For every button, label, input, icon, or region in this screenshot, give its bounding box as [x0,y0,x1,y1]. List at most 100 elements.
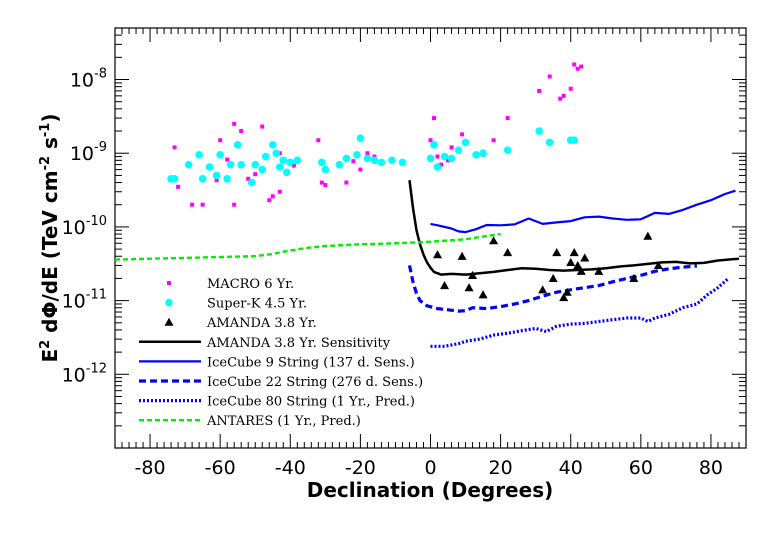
data-point-amanda [576,266,586,275]
data-point-superk [205,163,214,171]
data-point-macro [291,163,296,168]
data-point-macro [172,145,177,150]
data-point-superk [342,154,351,163]
data-point-amanda [552,247,562,257]
data-point-macro [319,180,324,185]
x-tick-label: 80 [699,457,723,479]
data-point-macro [505,116,510,121]
data-point-macro [446,158,451,163]
data-point-superk [223,174,231,183]
data-point-macro [568,86,573,91]
data-point-superk [272,149,281,158]
data-point-macro [358,167,363,172]
legend-label: IceCube 22 String (276 d. Sens.) [207,375,423,390]
y-axis-title: E2 dΦ/dE (TeV cm-2 s-1) [38,114,62,363]
series-line-amanda_sens [408,180,740,276]
data-point-superk [184,160,193,169]
x-tick-label: -80 [135,457,166,479]
data-point-macro [572,62,577,67]
data-point-amanda [569,247,579,257]
data-point-macro [239,129,244,134]
data-point-amanda [566,257,576,266]
data-point-superk [447,154,456,163]
data-point-superk [433,163,442,171]
data-point-macro [270,194,275,199]
data-point-macro [218,138,223,143]
data-point-superk [233,141,242,149]
legend-label: Super-K 4.5 Yr. [207,297,307,312]
data-point-superk [430,141,438,149]
data-point-superk [440,152,449,161]
data-point-macro [214,178,219,183]
data-point-macro [200,202,205,207]
data-point-amanda [548,273,558,283]
data-point-amanda [643,231,653,240]
data-point-macro [435,154,440,159]
data-point-superk [293,156,302,165]
data-point-superk [426,154,435,163]
data-point-superk [318,158,326,167]
data-point-macro [561,93,566,98]
data-point-macro [344,180,349,185]
legend-label: ANTARES (1 Yr., Pred.) [206,414,361,429]
data-point-amanda [653,260,663,270]
data-point-superk [258,165,267,174]
data-point-macro [460,132,465,137]
data-point-macro [176,184,181,189]
legend-label: MACRO 6 Yr. [207,277,294,292]
data-point-superk [545,138,554,147]
data-point-superk [237,160,245,169]
axis-ticks [114,27,747,449]
data-point-macro [547,74,552,79]
data-point-macro [232,202,237,207]
y-tick-label: 10-9 [70,140,107,165]
data-point-superk [282,168,291,177]
legend-label: IceCube 80 String (1 Yr., Pred.) [207,395,415,410]
data-point-superk [377,158,386,167]
data-point-superk [212,171,221,180]
legend-marker-superk [165,298,173,307]
data-point-superk [398,158,407,167]
y-tick-label: 10-10 [62,214,107,239]
x-tick-label: 0 [424,457,436,479]
x-tick-label: 60 [629,457,653,479]
data-point-amanda [562,287,572,296]
data-point-macro [267,198,272,203]
data-point-macro [232,121,237,126]
data-point-superk [268,141,277,149]
data-point-macro [449,145,454,150]
data-point-amanda [464,283,474,292]
data-point-superk [216,151,224,159]
series-line-ic80 [430,277,730,348]
y-tick-label: 10-11 [62,288,107,313]
data-point-superk [226,160,235,169]
data-point-macro [225,157,230,162]
data-point-superk [370,156,379,165]
data-point-amanda [478,290,488,299]
data-point-amanda [503,247,513,257]
data-point-macro [246,176,251,181]
data-point-superk [247,178,256,187]
data-point-superk [275,163,284,171]
data-point-superk [388,156,396,165]
data-point-superk [251,160,260,169]
data-point-amanda [594,266,604,275]
data-point-superk [570,136,579,145]
data-point-superk [454,146,463,154]
legend-marker-amanda [164,317,174,326]
data-point-macro [439,162,444,167]
data-point-superk [279,156,288,165]
data-point-macro [428,138,433,143]
data-point-amanda [538,285,548,294]
data-point-superk [353,151,361,159]
data-point-macro [253,172,258,177]
data-point-amanda [433,250,443,259]
data-point-superk [503,146,512,154]
data-point-macro [365,151,370,156]
data-point-macro [575,66,580,71]
data-point-amanda [559,293,569,302]
data-point-macro [558,96,563,101]
data-point-superk [461,138,470,147]
data-point-superk [535,127,543,135]
tick-labels: -80 -60 -40 -20 0 20 40 60 80 10-12 10-11 10-10 10-9… [62,67,723,479]
